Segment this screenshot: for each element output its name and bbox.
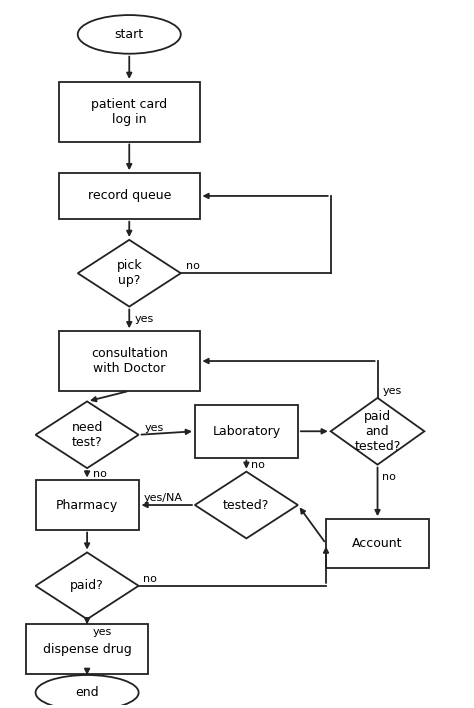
Bar — [36, 481, 138, 530]
Bar — [326, 519, 429, 569]
Bar — [195, 405, 298, 457]
Text: no: no — [186, 261, 201, 271]
Text: dispense drug: dispense drug — [43, 643, 131, 656]
Bar — [59, 82, 200, 142]
Text: Laboratory: Laboratory — [212, 425, 281, 438]
Text: yes: yes — [382, 386, 401, 396]
Text: yes/NA: yes/NA — [143, 493, 182, 503]
Text: pick
up?: pick up? — [117, 259, 142, 287]
Text: no: no — [93, 469, 107, 479]
Text: start: start — [115, 28, 144, 41]
Text: Pharmacy: Pharmacy — [56, 498, 118, 511]
Text: record queue: record queue — [88, 190, 171, 202]
Text: yes: yes — [135, 314, 154, 324]
Text: patient card
log in: patient card log in — [91, 98, 167, 125]
Text: need
test?: need test? — [72, 421, 103, 449]
Text: no: no — [251, 459, 265, 469]
Text: no: no — [382, 472, 396, 482]
Text: no: no — [143, 573, 157, 584]
Text: yes: yes — [93, 627, 112, 636]
Text: Account: Account — [352, 537, 403, 550]
Bar — [26, 624, 148, 673]
Text: yes: yes — [144, 423, 164, 433]
Text: end: end — [75, 686, 99, 699]
Bar — [59, 331, 200, 391]
Text: paid?: paid? — [70, 579, 104, 593]
Text: paid
and
tested?: paid and tested? — [355, 410, 401, 453]
Bar — [59, 173, 200, 219]
Text: tested?: tested? — [223, 498, 270, 511]
Text: consultation
with Doctor: consultation with Doctor — [91, 347, 168, 375]
